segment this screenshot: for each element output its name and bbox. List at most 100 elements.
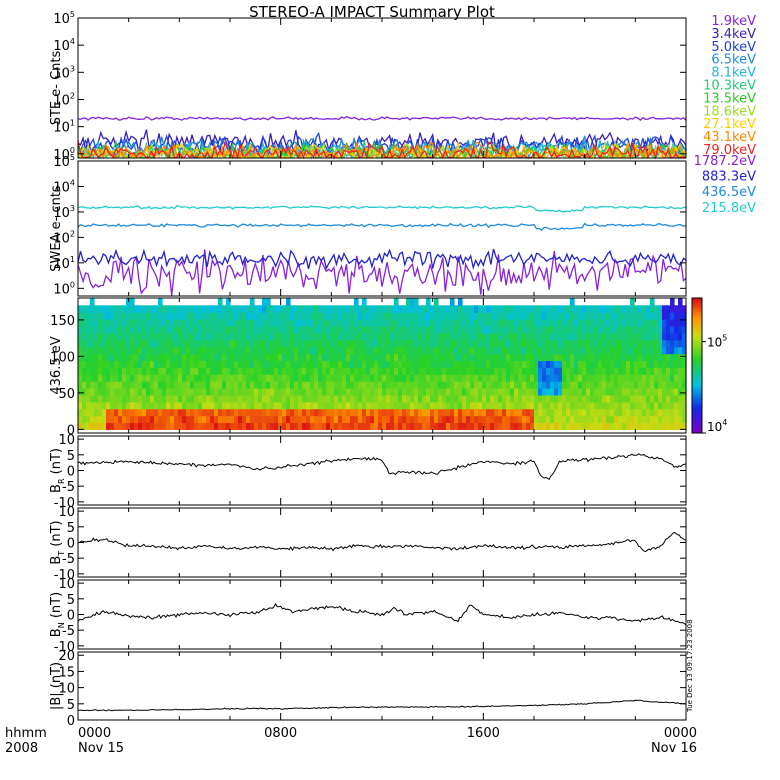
- heatmap-cell: [350, 305, 355, 313]
- heatmap-cell: [278, 312, 283, 320]
- y-tick-label: -10: [54, 640, 75, 655]
- heatmap-cell: [582, 360, 587, 368]
- heatmap-cell: [390, 374, 395, 382]
- heatmap-cell: [270, 305, 275, 313]
- heatmap-cell: [138, 332, 143, 341]
- heatmap-cell: [282, 374, 287, 382]
- heatmap-cell: [554, 374, 559, 382]
- heatmap-cell: [438, 394, 443, 403]
- heatmap-cell: [414, 298, 419, 306]
- color-bar-step: [692, 390, 702, 393]
- heatmap-cell: [154, 408, 159, 417]
- heatmap-cell: [366, 394, 371, 403]
- heatmap-cell: [590, 415, 595, 424]
- heatmap-cell: [438, 381, 443, 389]
- heatmap-cell: [262, 381, 267, 389]
- heatmap-cell: [194, 339, 199, 348]
- heatmap-cell: [178, 312, 183, 320]
- heatmap-cell: [406, 408, 411, 417]
- heatmap-cell: [314, 415, 319, 424]
- heatmap-cell: [82, 422, 87, 430]
- heatmap-cell: [186, 374, 191, 382]
- heatmap-cell: [650, 374, 655, 382]
- heatmap-cell: [86, 394, 91, 403]
- heatmap-cell: [294, 422, 299, 430]
- heatmap-cell: [506, 312, 511, 320]
- heatmap-cell: [322, 305, 327, 313]
- heatmap-cell: [542, 422, 547, 430]
- heatmap-cell: [682, 401, 687, 410]
- heatmap-cell: [410, 360, 415, 368]
- heatmap-cell: [330, 319, 335, 327]
- heatmap-cell: [522, 374, 527, 382]
- heatmap-cell: [498, 312, 503, 320]
- heatmap-cell: [462, 381, 467, 389]
- heatmap-cell: [638, 346, 643, 355]
- heatmap-cell: [226, 422, 231, 430]
- heatmap-cell: [446, 346, 451, 355]
- y-tick-label: 103: [53, 204, 75, 221]
- heatmap-cell: [322, 422, 327, 430]
- heatmap-cell: [150, 388, 155, 396]
- y-tick-label: 100: [53, 280, 75, 297]
- heatmap-cell: [78, 381, 83, 389]
- heatmap-cell: [674, 332, 679, 341]
- heatmap-cell: [550, 339, 555, 348]
- color-bar-step: [692, 340, 702, 344]
- heatmap-cell: [378, 305, 383, 313]
- heatmap-cell: [354, 346, 359, 355]
- heatmap-cell: [466, 374, 471, 382]
- heatmap-cell: [554, 367, 559, 375]
- heatmap-cell: [318, 346, 323, 355]
- heatmap-cell: [146, 367, 151, 375]
- heatmap-cell: [462, 325, 467, 334]
- heatmap-cell: [122, 388, 127, 396]
- heatmap-cell: [258, 374, 263, 382]
- heatmap-cell: [174, 367, 179, 375]
- heatmap-cell: [162, 388, 167, 396]
- heatmap-cell: [574, 332, 579, 341]
- heatmap-cell: [654, 374, 659, 382]
- heatmap-cell: [658, 367, 663, 375]
- heatmap-cell: [250, 339, 255, 348]
- heatmap-cell: [82, 408, 87, 417]
- heatmap-cell: [642, 305, 647, 313]
- heatmap-cell: [270, 353, 275, 362]
- heatmap-cell: [386, 339, 391, 348]
- heatmap-cell: [438, 422, 443, 430]
- heatmap-cell: [334, 360, 339, 368]
- heatmap-cell: [582, 415, 587, 424]
- heatmap-cell: [214, 381, 219, 389]
- heatmap-cell: [598, 305, 603, 313]
- heatmap-cell: [210, 346, 215, 355]
- y-tick-label: 15: [58, 665, 75, 680]
- heatmap-cell: [222, 374, 227, 382]
- heatmap-cell: [578, 319, 583, 327]
- heatmap-cell: [122, 415, 127, 424]
- heatmap-cell: [442, 381, 447, 389]
- heatmap-cell: [670, 408, 675, 417]
- heatmap-cell: [138, 339, 143, 348]
- heatmap-cell: [482, 374, 487, 382]
- heatmap-cell: [610, 422, 615, 430]
- heatmap-cell: [526, 367, 531, 375]
- heatmap-cell: [358, 381, 363, 389]
- heatmap-cell: [370, 360, 375, 368]
- heatmap-cell: [654, 367, 659, 375]
- heatmap-cell: [566, 360, 571, 368]
- heatmap-cell: [598, 312, 603, 320]
- heatmap-cell: [162, 339, 167, 348]
- heatmap-cell: [310, 360, 315, 368]
- heatmap-cell: [218, 367, 223, 375]
- heatmap-cell: [298, 367, 303, 375]
- heatmap-cell: [322, 374, 327, 382]
- heatmap-cell: [254, 325, 259, 334]
- heatmap-cell: [358, 422, 363, 430]
- heatmap-cell: [182, 319, 187, 327]
- heatmap-cell: [354, 388, 359, 396]
- heatmap-cell: [318, 319, 323, 327]
- heatmap-cell: [638, 408, 643, 417]
- heatmap-cell: [658, 305, 663, 313]
- heatmap-cell: [190, 401, 195, 410]
- heatmap-cell: [166, 332, 171, 341]
